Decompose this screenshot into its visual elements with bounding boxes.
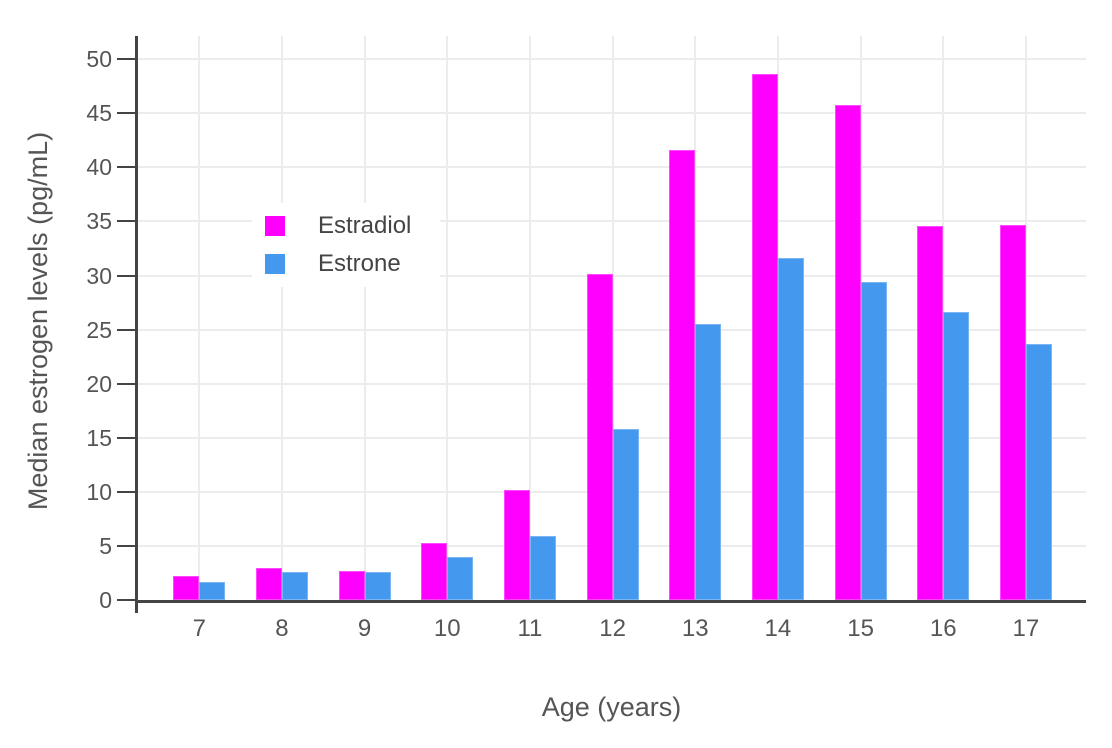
v-gridline-age-11 (528, 36, 531, 600)
x-tick-label-16: 16 (929, 615, 957, 642)
bar-estradiol-age-15[interactable] (834, 104, 861, 600)
y-tick-label-35: 35 (86, 208, 112, 235)
y-axis-line (134, 36, 138, 613)
y-axis-title: Median estrogen levels (pg/mL) (23, 131, 53, 511)
bar-estradiol-age-14[interactable] (751, 74, 778, 600)
bar-estradiol-age-7[interactable] (173, 576, 200, 600)
h-gridline-45 (137, 112, 1086, 115)
y-tick-label-50: 50 (86, 46, 112, 73)
x-tick-label-10: 10 (433, 615, 461, 642)
bar-estradiol-age-12[interactable] (586, 274, 613, 600)
legend-item-estrone[interactable]: Estrone (265, 250, 440, 278)
y-tick-mark-50 (117, 58, 137, 61)
y-tick-mark-15 (117, 436, 137, 439)
bar-estrone-age-12[interactable] (612, 429, 639, 600)
bar-estrone-age-9[interactable] (364, 571, 391, 600)
y-tick-label-15: 15 (86, 424, 112, 451)
y-tick-label-40: 40 (86, 154, 112, 181)
bar-estrone-age-15[interactable] (860, 282, 887, 600)
legend-label-estradiol: Estradiol (318, 212, 412, 239)
v-gridline-age-13 (694, 36, 697, 600)
legend-item-estradiol[interactable]: Estradiol (265, 212, 440, 240)
y-tick-label-10: 10 (86, 478, 112, 505)
y-tick-label-20: 20 (86, 370, 112, 397)
x-tick-label-17: 17 (1012, 615, 1040, 642)
estradiol-swatch-icon (265, 216, 285, 236)
y-tick-mark-0 (117, 599, 137, 601)
bar-estrone-age-14[interactable] (777, 258, 804, 600)
bar-estradiol-age-11[interactable] (503, 489, 530, 600)
y-tick-label-25: 25 (86, 316, 112, 343)
bar-estradiol-age-16[interactable] (917, 225, 944, 600)
bar-estradiol-age-9[interactable] (338, 570, 365, 600)
y-tick-mark-30 (117, 274, 137, 277)
y-tick-mark-5 (117, 544, 137, 547)
bar-estrone-age-10[interactable] (447, 556, 474, 600)
x-tick-label-7: 7 (192, 615, 206, 642)
h-gridline-40 (137, 166, 1086, 169)
y-tick-label-45: 45 (86, 100, 112, 127)
bar-estrone-age-7[interactable] (199, 581, 226, 600)
estrone-swatch-icon (265, 254, 285, 274)
legend-label-estrone: Estrone (318, 250, 401, 277)
bar-estradiol-age-17[interactable] (999, 224, 1026, 600)
x-tick-label-12: 12 (599, 615, 626, 642)
h-gridline-35 (137, 220, 1086, 223)
h-gridline-50 (137, 58, 1086, 61)
x-axis-line (137, 599, 1086, 603)
x-tick-label-9: 9 (357, 615, 372, 642)
y-tick-mark-25 (117, 328, 137, 331)
x-tick-label-11: 11 (517, 615, 543, 642)
bar-estrone-age-13[interactable] (695, 324, 722, 600)
bar-estradiol-age-13[interactable] (669, 150, 696, 600)
v-gridline-age-10 (446, 36, 449, 600)
y-tick-mark-40 (117, 166, 137, 169)
x-tick-label-8: 8 (275, 615, 289, 642)
bar-estrone-age-8[interactable] (281, 571, 308, 600)
v-gridline-age-17 (1024, 36, 1027, 600)
y-tick-mark-45 (117, 112, 137, 115)
bar-estrone-age-17[interactable] (1025, 343, 1052, 600)
y-tick-label-0: 0 (99, 587, 112, 613)
y-tick-label-30: 30 (86, 262, 112, 289)
x-axis-title: Age (years) (541, 692, 682, 722)
v-gridline-age-7 (198, 36, 201, 600)
bar-estradiol-age-10[interactable] (421, 542, 448, 600)
y-tick-label-5: 5 (99, 532, 112, 559)
v-gridline-age-8 (280, 36, 283, 600)
x-tick-label-13: 13 (681, 615, 709, 642)
legend: Estradiol Estrone (252, 203, 440, 287)
bar-estrone-age-11[interactable] (529, 536, 556, 600)
y-tick-mark-35 (117, 220, 137, 223)
v-gridline-age-12 (611, 36, 614, 600)
v-gridline-age-9 (363, 36, 366, 600)
x-tick-label-15: 15 (847, 615, 874, 642)
bar-estrone-age-16[interactable] (943, 312, 970, 600)
y-tick-mark-10 (117, 490, 137, 493)
y-tick-mark-20 (117, 382, 137, 385)
bar-estradiol-age-8[interactable] (255, 567, 282, 600)
x-tick-label-14: 14 (764, 615, 792, 642)
